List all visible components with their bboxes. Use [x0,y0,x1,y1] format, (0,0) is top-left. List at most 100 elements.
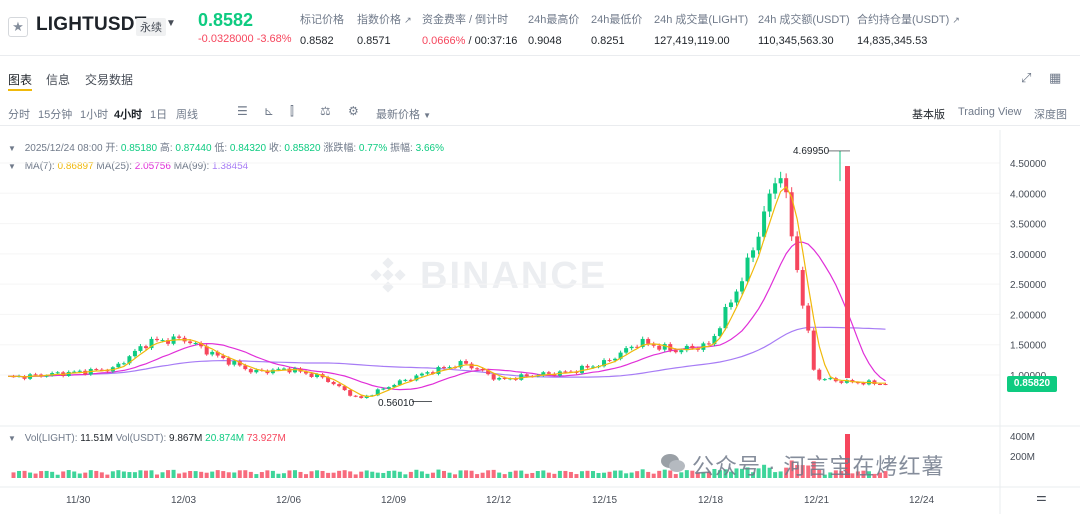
settings-gear-icon[interactable]: ⚙ [348,104,359,118]
ma7-path [8,185,886,398]
candle [519,374,524,380]
stat-index-price[interactable]: 指数价格 ↗ 0.8571 [357,11,412,47]
candle [309,373,314,377]
candle [72,371,77,373]
ma25-label: MA(25): [96,161,132,172]
indicator-icon[interactable]: ⊾ [264,104,275,118]
volume-bar [624,473,629,478]
layout-grid-icon[interactable]: ▦ [1049,70,1062,85]
volume-bar [392,470,397,478]
candle [105,370,110,372]
volume-bar [309,471,314,478]
candle [326,377,331,382]
candle [524,374,529,377]
candle [706,343,711,345]
candle [662,344,667,350]
stat-value: 110,345,563.30 [758,35,834,47]
volume-bar [265,470,270,478]
candle [806,305,811,331]
view-tradingview[interactable]: Trading View [958,106,1022,118]
change-value: 0.77% [358,143,388,154]
volume-bar [679,472,684,478]
candlestick-chart[interactable]: 4.50000 4.00000 3.50000 3.00000 2.50000 2.000… [0,130,1080,514]
fullscreen-icon[interactable]: ⤢ [1021,70,1032,85]
volume-bar [375,472,380,478]
candle [475,368,480,370]
candle [375,389,380,396]
volume-bar [188,471,193,478]
timeframe-weekly[interactable]: 周线 [176,109,198,121]
volume-bar [88,470,93,478]
volume-bar [618,470,623,478]
candle [629,346,634,349]
collapse-caret-icon[interactable]: ▼ [8,434,16,443]
candle [579,365,584,373]
timeframe-1h[interactable]: 1小时 [80,109,109,121]
volume-info: ▼ Vol(LIGHT): 11.51M Vol(USDT): 9.867M 2… [8,433,286,444]
tab-chart[interactable]: 图表 [8,73,33,87]
candle [822,379,827,381]
candle [811,330,816,370]
chart-type-icon[interactable]: ☰ [237,104,248,118]
wechat-icon [661,454,685,472]
high-label: 高: [159,143,173,154]
timeframe-15m[interactable]: 15分钟 [38,109,73,121]
candle [436,367,441,374]
vol-ma-b-value: 73.927M [246,433,286,444]
timeframe-line[interactable]: 分时 [8,109,30,121]
collapse-caret-icon[interactable]: ▼ [8,144,16,153]
external-link-icon[interactable]: ↗ [404,15,412,25]
stat-label: 指数价格 [357,14,401,26]
volume-bar [684,470,689,478]
volume-bar [72,471,77,478]
time-tick-label: 12/03 [171,495,196,506]
symbol-name[interactable]: LIGHTUSDT [36,14,147,35]
axis-settings-icon[interactable]: ⚌ [1036,490,1047,504]
volume-bar [519,470,524,478]
candle [270,369,275,374]
candle [877,383,882,385]
symbol-dropdown-caret-icon[interactable]: ▼ [166,18,176,29]
compare-icon[interactable]: ⚖ [320,104,331,118]
price-source-select[interactable]: 最新价格 ▼ [376,106,431,122]
favorite-star-icon[interactable]: ★ [8,17,28,37]
view-depth[interactable]: 深度图 [1034,109,1067,121]
ma7-line [8,185,886,398]
volume-bar [712,468,717,478]
candle [177,336,182,338]
volume-bar [110,471,115,478]
tab-trading-data[interactable]: 交易数据 [85,73,134,87]
candle [232,361,237,365]
volume-bar [403,474,408,478]
active-tab-indicator [8,89,32,91]
external-link-icon[interactable]: ↗ [952,15,960,25]
tab-info[interactable]: 信息 [46,73,71,87]
timeframe-4h[interactable]: 4小时 [114,109,143,121]
volume-bar [11,472,16,478]
volume-bar [414,469,419,478]
collapse-caret-icon[interactable]: ▼ [8,162,16,171]
volume-bar [502,474,507,478]
volume-bar [259,472,264,478]
candle [613,358,618,361]
volume-bar [61,471,66,478]
volume-bar [751,472,756,478]
candle [408,379,413,381]
candle [756,236,761,251]
candle [414,375,419,381]
volume-bar [541,470,546,478]
volume-bar [453,474,458,478]
timeframe-1d[interactable]: 1日 [150,109,168,121]
candle-style-icon[interactable]: ⫿ [290,104,294,118]
stat-open-interest[interactable]: 合约持仓量(USDT) ↗ 14,835,345.53 [857,11,960,47]
volume-bar [662,469,667,478]
candle [679,350,684,353]
stat-value: 0.8582 [300,35,334,47]
stat-label: 24h 成交量(LIGHT) [654,14,749,26]
volume-bar [767,467,772,478]
candle [795,236,800,271]
candle [673,350,678,353]
volume-bar [337,470,342,478]
chart-tabs: 图表 信息 交易数据 ⤢ ▦ [0,64,1080,92]
view-basic[interactable]: 基本版 [912,109,945,121]
